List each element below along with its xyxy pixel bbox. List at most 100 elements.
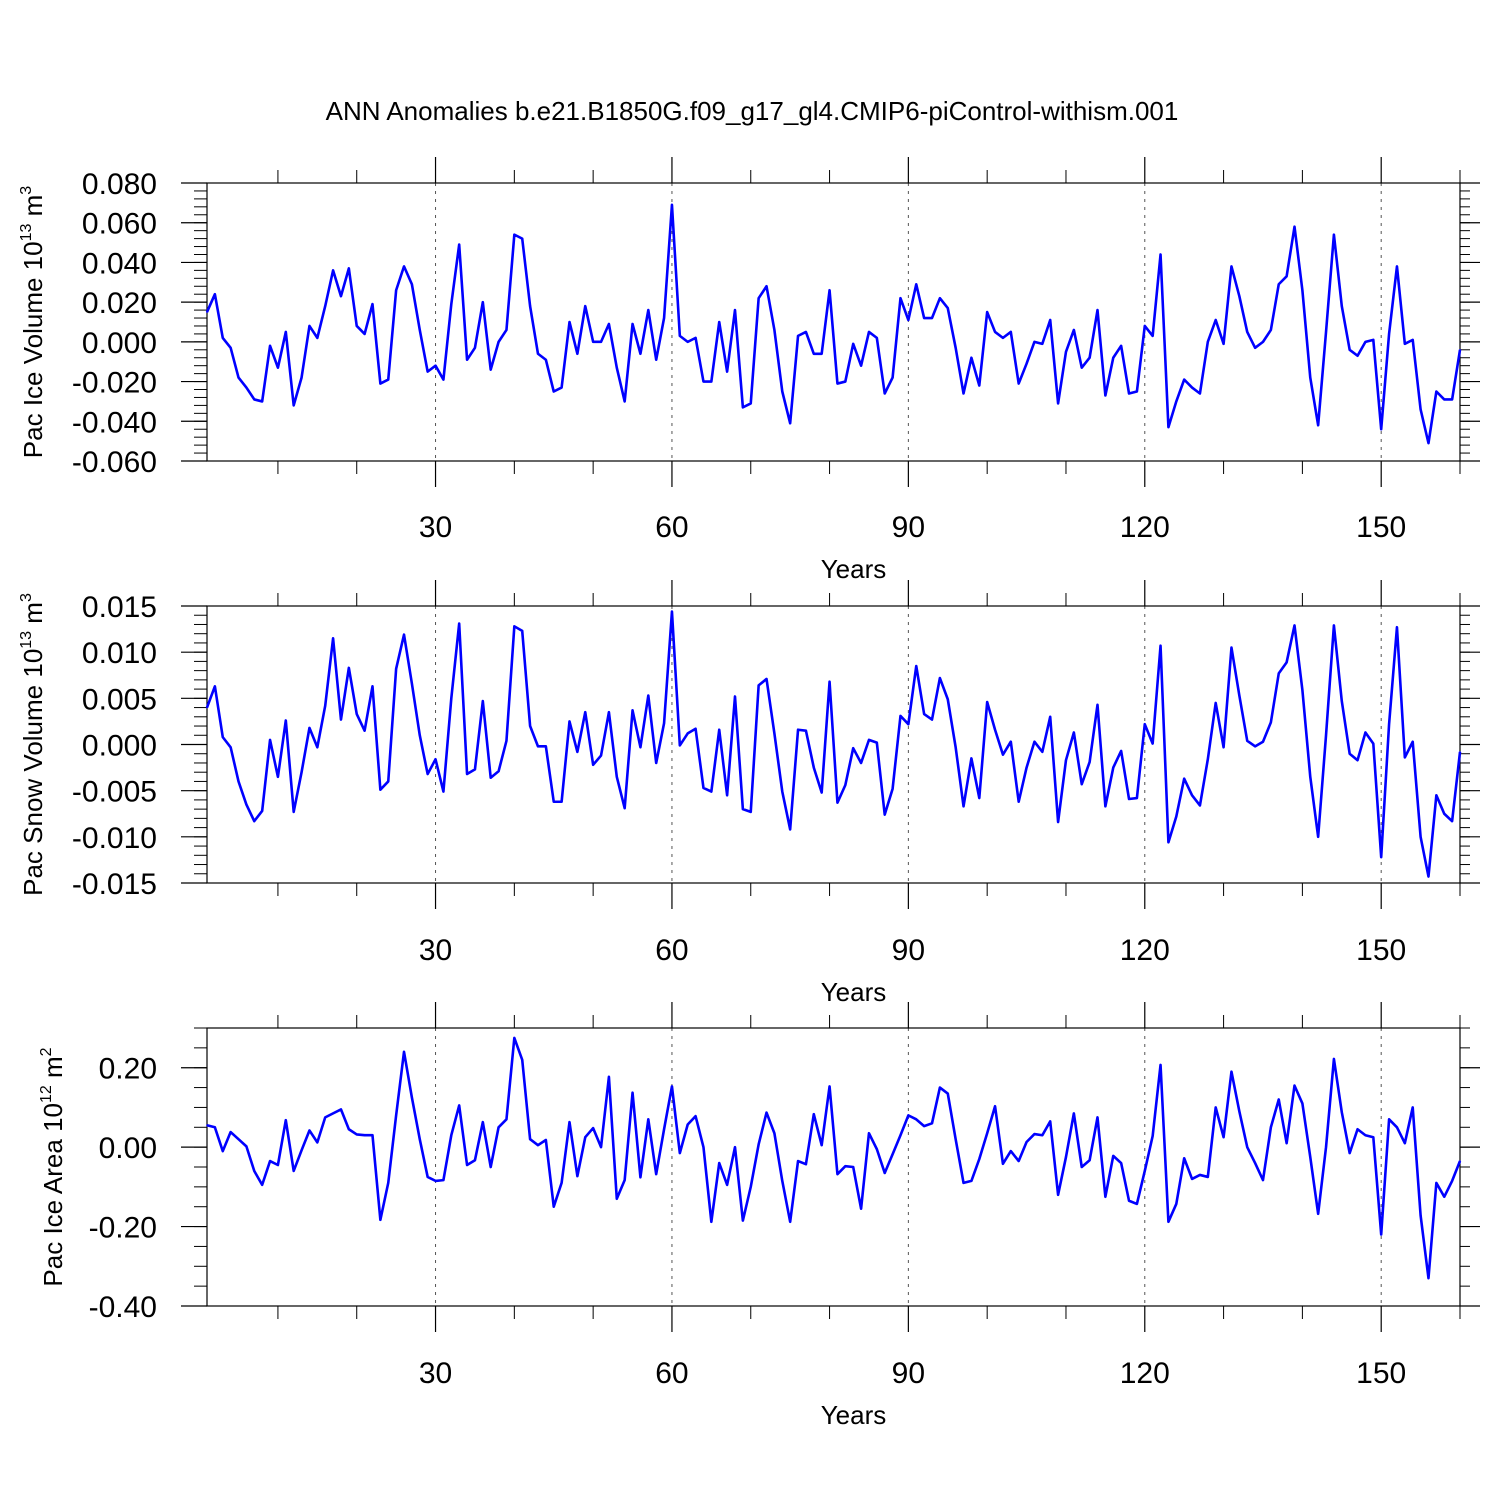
y-axis-title-part: Pac Snow Volume 10 — [18, 649, 48, 896]
data-point — [442, 790, 445, 793]
data-point — [655, 762, 657, 764]
data-point — [765, 285, 768, 288]
data-point — [1112, 356, 1115, 359]
data-point — [679, 335, 681, 337]
data-point — [221, 1150, 224, 1152]
data-point — [986, 1132, 988, 1135]
data-point — [986, 701, 988, 703]
data-point — [978, 384, 981, 387]
data-point — [600, 754, 602, 757]
data-point — [253, 820, 256, 822]
data-point — [1010, 1150, 1012, 1152]
y-tick-label: -0.40 — [89, 1291, 157, 1324]
data-point — [1254, 347, 1256, 349]
data-point — [411, 682, 413, 685]
data-point — [348, 1128, 350, 1131]
data-point — [1041, 751, 1044, 753]
data-point — [316, 1141, 319, 1144]
data-point — [482, 700, 484, 702]
data-point — [363, 729, 366, 732]
data-point — [332, 1112, 334, 1115]
data-point — [214, 293, 216, 296]
data-point — [994, 1105, 996, 1108]
data-point — [970, 356, 973, 359]
data-point — [1277, 283, 1280, 286]
data-point — [1120, 345, 1122, 347]
data-point — [450, 303, 453, 305]
x-tick-label: 150 — [1356, 1357, 1406, 1390]
data-point — [229, 1131, 232, 1133]
data-point — [742, 1219, 744, 1222]
data-point — [324, 1116, 327, 1119]
data-point — [324, 305, 327, 307]
data-point — [1325, 1146, 1327, 1148]
y-axis-title-part: Pac Ice Area 10 — [38, 1103, 68, 1287]
data-point — [584, 305, 587, 307]
data-point — [545, 745, 547, 748]
data-point — [820, 791, 823, 794]
data-point — [1230, 265, 1233, 268]
data-point — [749, 811, 752, 813]
data-point — [395, 667, 397, 670]
data-point — [300, 376, 303, 379]
data-point — [836, 1173, 839, 1175]
data-point — [1151, 1135, 1154, 1137]
x-tick-label: 150 — [1356, 934, 1406, 967]
data-point — [592, 341, 594, 343]
data-point — [1435, 794, 1438, 797]
data-point — [1057, 821, 1059, 823]
data-point — [1404, 1142, 1406, 1144]
data-point — [1262, 1179, 1264, 1181]
y-tick-label: 0.015 — [82, 591, 157, 624]
data-point — [1080, 366, 1083, 369]
data-point — [521, 237, 524, 240]
data-point — [962, 1182, 965, 1184]
data-point — [355, 325, 358, 327]
y-axis-title-part: Pac Ice Volume 10 — [18, 241, 48, 458]
data-point — [1167, 426, 1170, 429]
data-point — [1199, 804, 1201, 807]
data-point — [245, 386, 248, 389]
data-point — [1025, 362, 1028, 365]
data-point — [1411, 740, 1414, 743]
data-point — [1388, 723, 1390, 725]
data-point — [552, 800, 555, 803]
data-point — [710, 1221, 713, 1223]
data-point — [1333, 233, 1335, 236]
data-point — [679, 1152, 681, 1154]
data-point — [781, 790, 784, 793]
data-point — [1396, 626, 1398, 629]
data-point — [214, 685, 216, 688]
chart-panel-2: -0.015 -0.010 -0.005 0.000 0.005 0.010 0.015 30… — [18, 580, 1480, 1007]
data-point — [1333, 1058, 1335, 1060]
data-point — [907, 1114, 910, 1117]
data-point — [1238, 694, 1241, 697]
data-point — [560, 800, 563, 803]
data-point — [308, 1129, 311, 1132]
data-point — [1080, 1166, 1083, 1168]
data-point — [285, 719, 287, 722]
data-point — [946, 1092, 949, 1095]
x-tick-label: 120 — [1120, 511, 1170, 544]
data-point — [1285, 1142, 1288, 1144]
data-point — [505, 329, 508, 331]
data-point — [411, 283, 413, 286]
data-point — [568, 720, 571, 723]
data-point — [702, 380, 705, 383]
data-point — [1443, 398, 1446, 401]
data-point — [860, 1207, 862, 1210]
data-point — [671, 610, 673, 613]
y-axis-title: Pac Ice Area 1012 m2 — [38, 1047, 68, 1286]
y-axis-title-superscript: 2 — [38, 1047, 55, 1056]
data-point — [403, 265, 405, 268]
data-point — [1049, 716, 1052, 718]
data-point — [1112, 766, 1115, 769]
data-point — [206, 1124, 208, 1127]
data-point — [1309, 776, 1312, 778]
data-point — [450, 1134, 453, 1137]
data-point — [639, 746, 642, 749]
data-point — [545, 1139, 547, 1141]
x-tick-label: 90 — [892, 1357, 925, 1390]
data-point — [820, 1144, 823, 1146]
data-point — [647, 1118, 650, 1121]
